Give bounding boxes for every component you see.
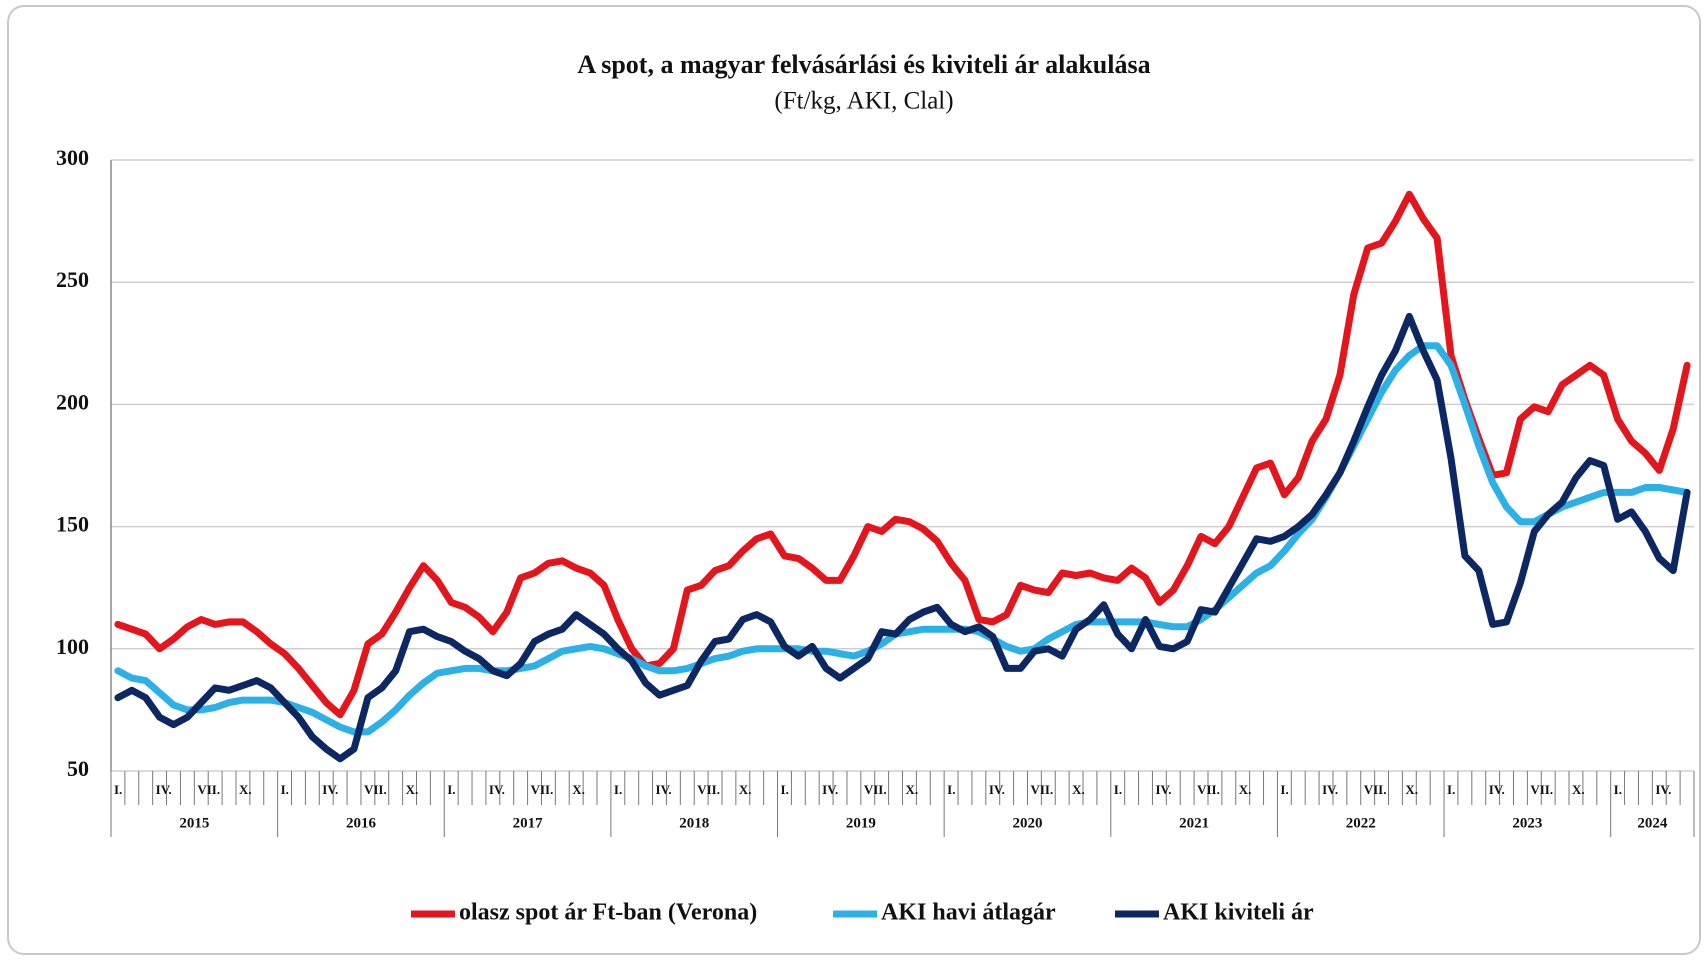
x-tick-label: IV. bbox=[1155, 782, 1171, 797]
x-tick-label: VII. bbox=[1364, 782, 1387, 797]
x-tick-label: IV. bbox=[156, 782, 172, 797]
x-tick-label: I. bbox=[614, 782, 622, 797]
x-tick-label: I. bbox=[281, 782, 289, 797]
x-tick-label: IV. bbox=[1322, 782, 1338, 797]
x-tick-label: VII. bbox=[1197, 782, 1220, 797]
x-tick-label: X. bbox=[406, 782, 419, 797]
x-tick-label: I. bbox=[781, 782, 789, 797]
x-tick-label: X. bbox=[1072, 782, 1085, 797]
series-line bbox=[114, 190, 1691, 719]
x-tick-label: IV. bbox=[489, 782, 505, 797]
x-tick-label: X. bbox=[572, 782, 585, 797]
x-tick-label: IV. bbox=[989, 782, 1005, 797]
x-tick-label: I. bbox=[1280, 782, 1288, 797]
x-tick-label: VII. bbox=[531, 782, 554, 797]
chart-frame bbox=[7, 5, 1701, 955]
y-tick-label: 300 bbox=[56, 145, 89, 170]
series-line bbox=[114, 312, 1691, 763]
x-tick-label: I. bbox=[447, 782, 455, 797]
x-tick-label: I. bbox=[1447, 782, 1455, 797]
x-tick-label: IV. bbox=[1489, 782, 1505, 797]
year-label: 2024 bbox=[1637, 815, 1668, 831]
year-label: 2023 bbox=[1512, 815, 1542, 831]
year-label: 2019 bbox=[846, 815, 876, 831]
x-tick-label: X. bbox=[239, 782, 252, 797]
x-tick-label: VII. bbox=[697, 782, 720, 797]
legend-label: olasz spot ár Ft-ban (Verona) bbox=[459, 900, 757, 926]
chart-title: A spot, a magyar felvásárlási és kivitel… bbox=[577, 50, 1150, 79]
year-label: 2016 bbox=[346, 815, 377, 831]
y-tick-label: 100 bbox=[56, 634, 89, 659]
x-tick-label: VII. bbox=[1530, 782, 1553, 797]
y-tick-label: 150 bbox=[56, 512, 89, 537]
x-tick-label: IV. bbox=[822, 782, 838, 797]
x-tick-label: IV. bbox=[322, 782, 338, 797]
x-tick-label: VII. bbox=[364, 782, 387, 797]
year-label: 2022 bbox=[1346, 815, 1376, 831]
x-tick-label: IV. bbox=[656, 782, 672, 797]
x-tick-label: VII. bbox=[197, 782, 220, 797]
x-tick-label: IV. bbox=[1655, 782, 1671, 797]
x-tick-label: VII. bbox=[864, 782, 887, 797]
year-label: 2015 bbox=[179, 815, 209, 831]
x-tick-label: X. bbox=[739, 782, 752, 797]
x-tick-label: I. bbox=[1114, 782, 1122, 797]
y-tick-label: 250 bbox=[56, 267, 89, 292]
chart-subtitle: (Ft/kg, AKI, Clal) bbox=[774, 88, 953, 115]
year-label: 2021 bbox=[1179, 815, 1209, 831]
series-line bbox=[114, 342, 1691, 736]
year-label: 2020 bbox=[1012, 815, 1042, 831]
x-tick-label: X. bbox=[906, 782, 919, 797]
x-tick-label: X. bbox=[1405, 782, 1418, 797]
x-tick-label: X. bbox=[1239, 782, 1252, 797]
legend-label: AKI havi átlagár bbox=[881, 900, 1056, 926]
legend-label: AKI kiviteli ár bbox=[1163, 900, 1314, 926]
x-tick-label: X. bbox=[1572, 782, 1585, 797]
x-tick-label: I. bbox=[947, 782, 955, 797]
x-tick-label: VII. bbox=[1030, 782, 1053, 797]
x-tick-label: I. bbox=[114, 782, 122, 797]
y-tick-label: 200 bbox=[56, 389, 89, 414]
x-tick-label: I. bbox=[1614, 782, 1622, 797]
year-label: 2017 bbox=[513, 815, 544, 831]
year-label: 2018 bbox=[679, 815, 709, 831]
y-tick-label: 50 bbox=[67, 756, 89, 781]
